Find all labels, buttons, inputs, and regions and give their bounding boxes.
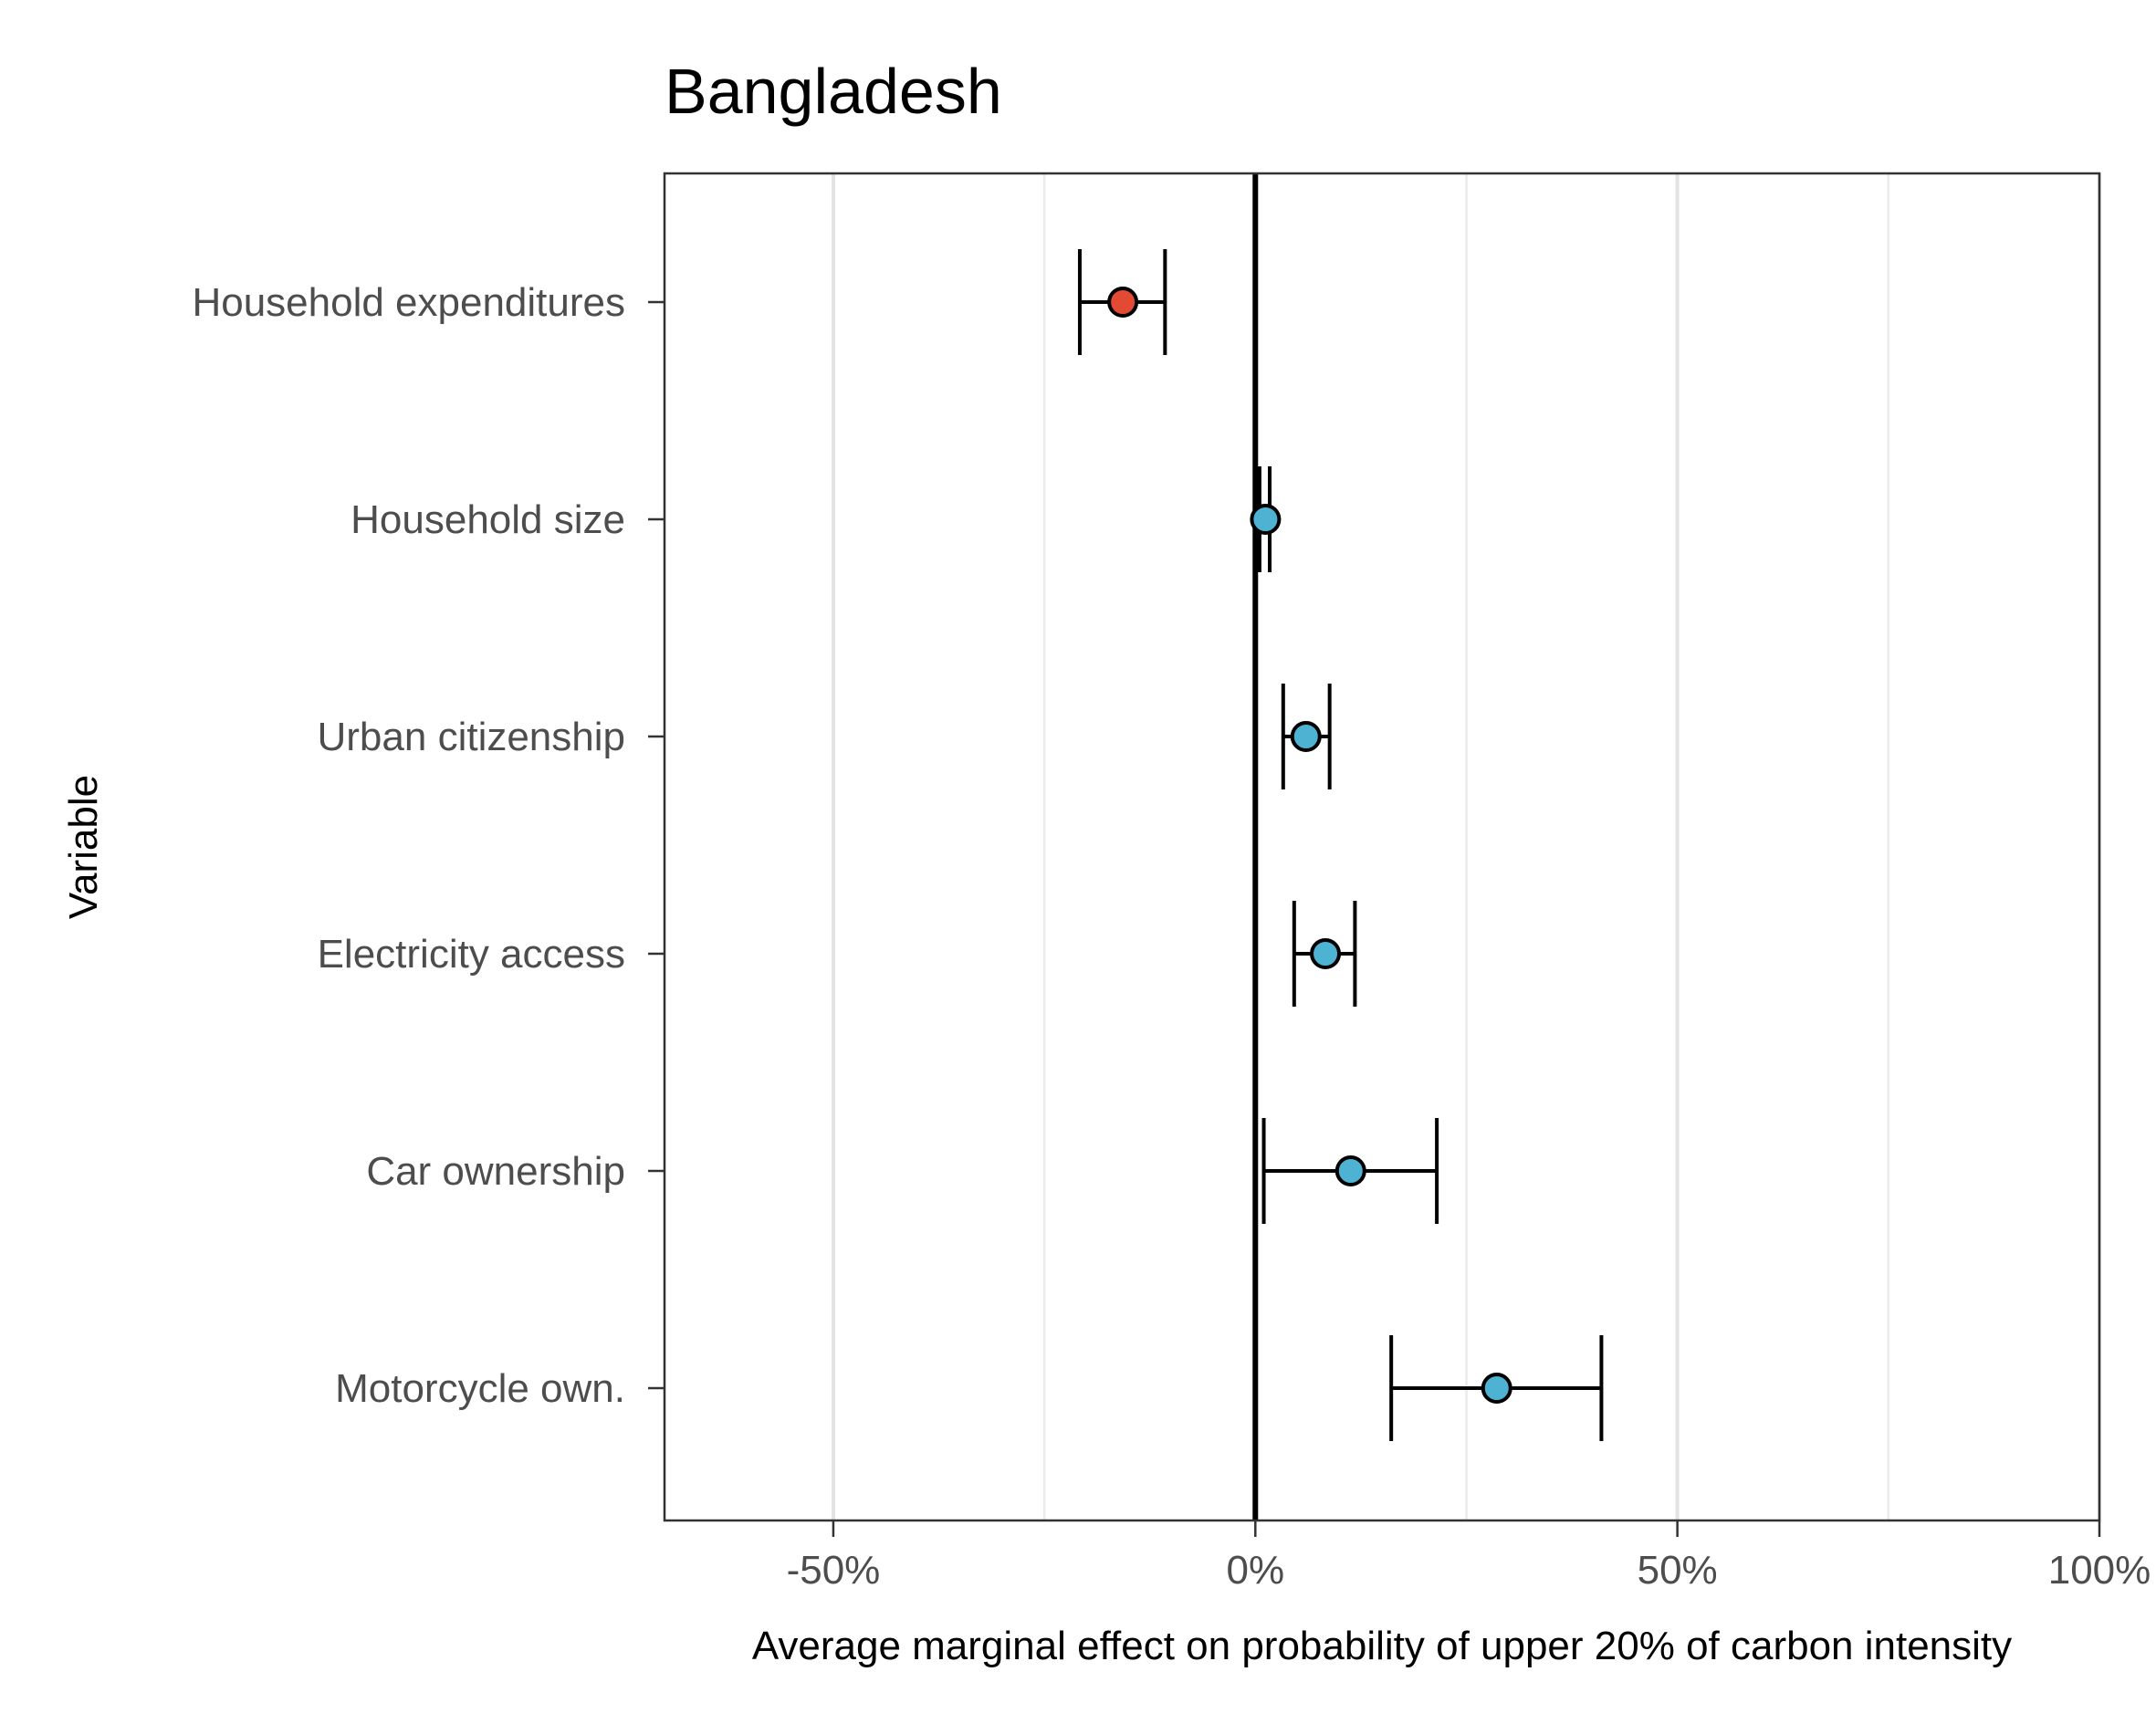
y-tick-label: Electricity access [318,932,625,977]
y-axis: Household expenditures Household size Urba… [192,280,665,1411]
x-tick-label: -50% [787,1548,881,1593]
point-estimate [1250,504,1282,535]
point-estimate [1310,938,1342,969]
point-estimate [1107,287,1139,318]
plot-panel-border [663,172,2101,1522]
y-axis-title: Variable [61,775,106,919]
chart-title: Bangladesh [665,56,1002,127]
x-tick-label: 50% [1638,1548,1718,1593]
y-tick-label: Household size [351,497,625,542]
x-axis-title: Average marginal effect on probability o… [752,1624,2012,1668]
point-layer [1107,287,1512,1404]
x-tick-label: 0% [1226,1548,1284,1593]
x-tick-label: 100% [2048,1548,2151,1593]
x-axis: -50% 0% 50% 100% [787,1520,2151,1593]
point-estimate [1290,721,1322,752]
y-tick-label: Motorcycle own. [335,1366,625,1411]
point-estimate [1334,1155,1366,1186]
grid-layer [831,173,2101,1520]
error-bar-layer [1077,249,1604,1441]
y-tick-label: Car ownership [366,1149,625,1194]
point-estimate [1481,1373,1512,1404]
y-tick-label: Urban citizenship [318,715,626,759]
y-tick-label: Household expenditures [192,280,625,325]
